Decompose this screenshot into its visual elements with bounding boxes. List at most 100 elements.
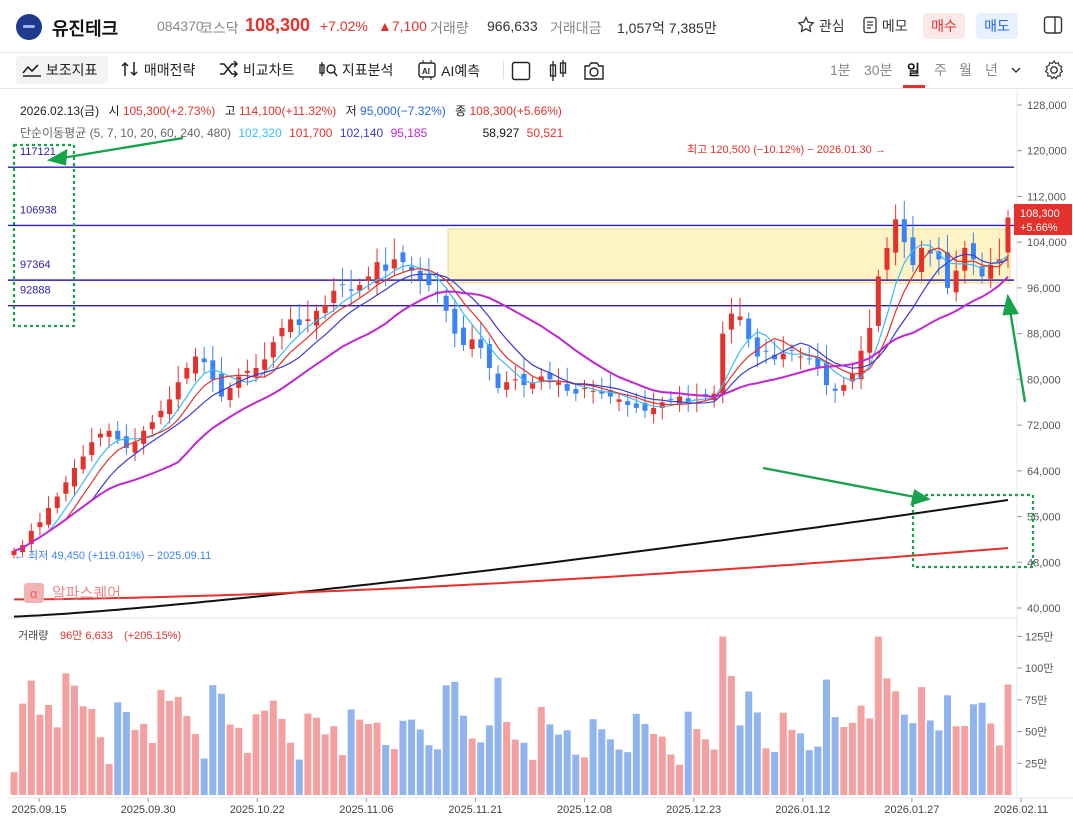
volume-bar bbox=[235, 727, 243, 795]
candle-body bbox=[149, 422, 155, 430]
volume-bar bbox=[166, 700, 174, 795]
indicators-button[interactable]: 보조지표 bbox=[22, 60, 97, 80]
volume-bar bbox=[313, 717, 321, 795]
volume-bar bbox=[969, 704, 977, 795]
volume-bar bbox=[399, 720, 407, 795]
candle-body bbox=[581, 387, 587, 389]
memo-button[interactable]: 메모 bbox=[862, 14, 908, 38]
candle-body bbox=[547, 372, 553, 380]
compare-button[interactable]: 비교차트 bbox=[219, 60, 294, 80]
sell-button[interactable]: 매도 bbox=[976, 13, 1018, 39]
ai-button[interactable]: AI AI예측 bbox=[416, 60, 480, 81]
volume-bar bbox=[693, 729, 701, 795]
volume-bar bbox=[434, 749, 442, 795]
candle-body bbox=[72, 467, 78, 487]
candle-body bbox=[633, 403, 639, 408]
candle-body bbox=[504, 382, 510, 390]
candle-body bbox=[910, 237, 916, 266]
guide-arrows bbox=[46, 136, 1027, 506]
candle-body bbox=[262, 359, 268, 370]
candle-body bbox=[659, 402, 665, 408]
camera-icon[interactable] bbox=[583, 61, 605, 81]
guide-arrow-2 bbox=[1008, 309, 1027, 403]
price-tag-price: 108,300 bbox=[1020, 208, 1060, 220]
ma-20-line bbox=[13, 275, 1009, 552]
period-30min[interactable]: 30분 bbox=[864, 62, 893, 78]
y-tick-label: 64,000 bbox=[1027, 466, 1061, 478]
candle-body bbox=[115, 430, 121, 440]
candle-body bbox=[37, 522, 43, 528]
candle-body bbox=[772, 354, 778, 360]
candle-body bbox=[668, 398, 674, 400]
volume-bar bbox=[632, 713, 640, 795]
volume-bar bbox=[831, 717, 839, 795]
volume-bar bbox=[226, 724, 234, 795]
volume-bar bbox=[416, 729, 424, 795]
period-1min[interactable]: 1분 bbox=[830, 62, 851, 78]
guide-arrow-3 bbox=[762, 466, 916, 499]
ma7-value: 101,700 bbox=[289, 126, 333, 140]
volume-bar bbox=[131, 729, 139, 795]
company-logo bbox=[16, 14, 42, 40]
period-month[interactable]: 월 bbox=[959, 62, 972, 78]
candle-body bbox=[495, 373, 501, 388]
candle-body bbox=[607, 390, 613, 397]
y-tick-label: 88,000 bbox=[1027, 329, 1061, 341]
candle-body bbox=[512, 379, 518, 381]
volume-bar bbox=[667, 754, 675, 795]
volume-bar bbox=[874, 636, 882, 795]
candle-body bbox=[780, 353, 786, 360]
candle-body bbox=[28, 530, 34, 544]
candle-body bbox=[400, 252, 406, 263]
candle-body bbox=[46, 507, 52, 525]
chevron-down-icon[interactable] bbox=[1010, 64, 1022, 76]
candle-body bbox=[936, 251, 942, 260]
period-year[interactable]: 년 bbox=[985, 62, 998, 78]
volume-bar bbox=[27, 680, 35, 795]
candle-body bbox=[80, 456, 86, 470]
volume-bar bbox=[157, 689, 165, 795]
close-pct: (+5.66%) bbox=[512, 104, 562, 118]
candle-body bbox=[832, 388, 838, 391]
ohlc-info: 2026.02.13(금) 시 105,300(+2.73%) 고 114,10… bbox=[20, 102, 562, 119]
volume-bar bbox=[555, 734, 563, 795]
candle-body bbox=[106, 430, 112, 437]
separator-dot: · bbox=[234, 18, 239, 34]
candle-body bbox=[556, 382, 562, 385]
volume-bar bbox=[822, 679, 830, 795]
period-day[interactable]: 일 bbox=[907, 62, 920, 78]
volume-info-pct: (+205.15%) bbox=[124, 630, 181, 642]
volume-bar bbox=[485, 725, 493, 795]
y-tick-label: 128,000 bbox=[1027, 100, 1067, 112]
volume-bar bbox=[650, 734, 658, 795]
strategy-button[interactable]: 매매전략 bbox=[120, 60, 195, 80]
candle-body bbox=[469, 339, 475, 350]
low-value: 95,000 bbox=[360, 104, 397, 118]
volume-bar bbox=[243, 752, 251, 795]
square-icon[interactable] bbox=[511, 61, 531, 81]
candle-body bbox=[175, 382, 181, 400]
volume-bar bbox=[719, 636, 727, 795]
volume-bar bbox=[140, 723, 148, 795]
period-week[interactable]: 주 bbox=[934, 62, 947, 78]
watch-button[interactable]: 관심 bbox=[797, 14, 845, 38]
analysis-button[interactable]: 지표분석 bbox=[318, 60, 393, 80]
candle-body bbox=[244, 370, 250, 373]
panel-toggle-icon[interactable] bbox=[1043, 15, 1063, 35]
volume-bar bbox=[278, 718, 286, 795]
price-tag bbox=[1014, 204, 1072, 235]
memo-label: 메모 bbox=[881, 18, 908, 34]
buy-button[interactable]: 매수 bbox=[923, 13, 965, 39]
gear-icon[interactable] bbox=[1043, 59, 1065, 81]
stock-name[interactable]: 유진테크 bbox=[52, 19, 119, 39]
candle-body bbox=[927, 250, 933, 254]
candlestick-icon[interactable] bbox=[548, 60, 568, 82]
high-label: 고 bbox=[224, 104, 236, 118]
volume-bar bbox=[814, 746, 822, 795]
volume-bar bbox=[347, 709, 355, 795]
candle-body bbox=[677, 396, 683, 405]
ma-10-line bbox=[13, 253, 1009, 552]
volume-bar bbox=[114, 702, 122, 795]
candle-body bbox=[867, 327, 873, 353]
